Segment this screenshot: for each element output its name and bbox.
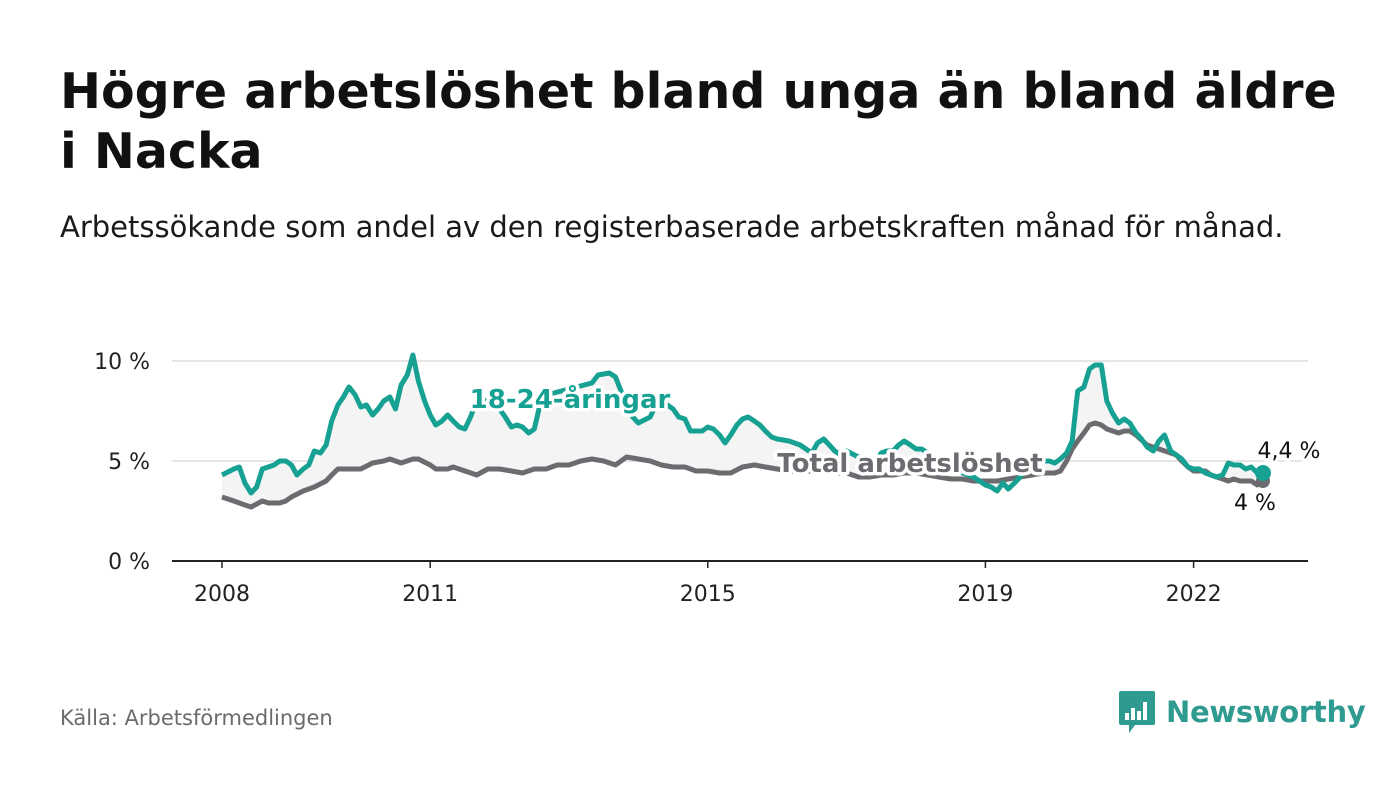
x-tick-label: 2019 <box>957 582 1013 607</box>
y-tick-label: 0 % <box>108 550 150 575</box>
brand-name: Newsworthy <box>1166 695 1366 729</box>
end-value-label-youth: 4,4 % <box>1258 439 1321 464</box>
series-line-total <box>221 420 1265 510</box>
x-tick-label: 2008 <box>194 582 250 607</box>
source-note: Källa: Arbetsförmedlingen <box>60 706 333 730</box>
x-tick-label: 2022 <box>1166 582 1222 607</box>
x-axis: 2008 2011 2015 2019 2022 <box>172 560 1308 607</box>
brand-logo: Newsworthy <box>1118 688 1366 736</box>
y-tick-label: 10 % <box>94 350 150 375</box>
line-chart: 0 % 5 % 10 % 2008 2011 2015 2019 2022 18-24-år… <box>94 350 1324 607</box>
x-tick-label: 2011 <box>402 582 458 607</box>
series-end-marker-youth <box>1255 465 1271 481</box>
x-tick-label: 2015 <box>680 582 736 607</box>
newsworthy-logo-icon <box>1119 691 1155 733</box>
series-labels: 18-24-åringar Total arbetslöshet 4,4 % 4 % <box>466 380 1324 520</box>
series-label-youth: 18-24-åringar <box>470 383 671 415</box>
chart-subtitle: Arbetssökande som andel av den registerb… <box>60 210 1284 244</box>
series-line-youth <box>220 352 1263 496</box>
gap-band <box>222 355 1263 507</box>
y-tick-label: 5 % <box>108 450 150 475</box>
series-label-total: Total arbetslöshet <box>777 449 1042 479</box>
chart-title: Högre arbetslöshet bland unga än bland ä… <box>60 63 1337 180</box>
end-value-label-total: 4 % <box>1234 491 1276 516</box>
